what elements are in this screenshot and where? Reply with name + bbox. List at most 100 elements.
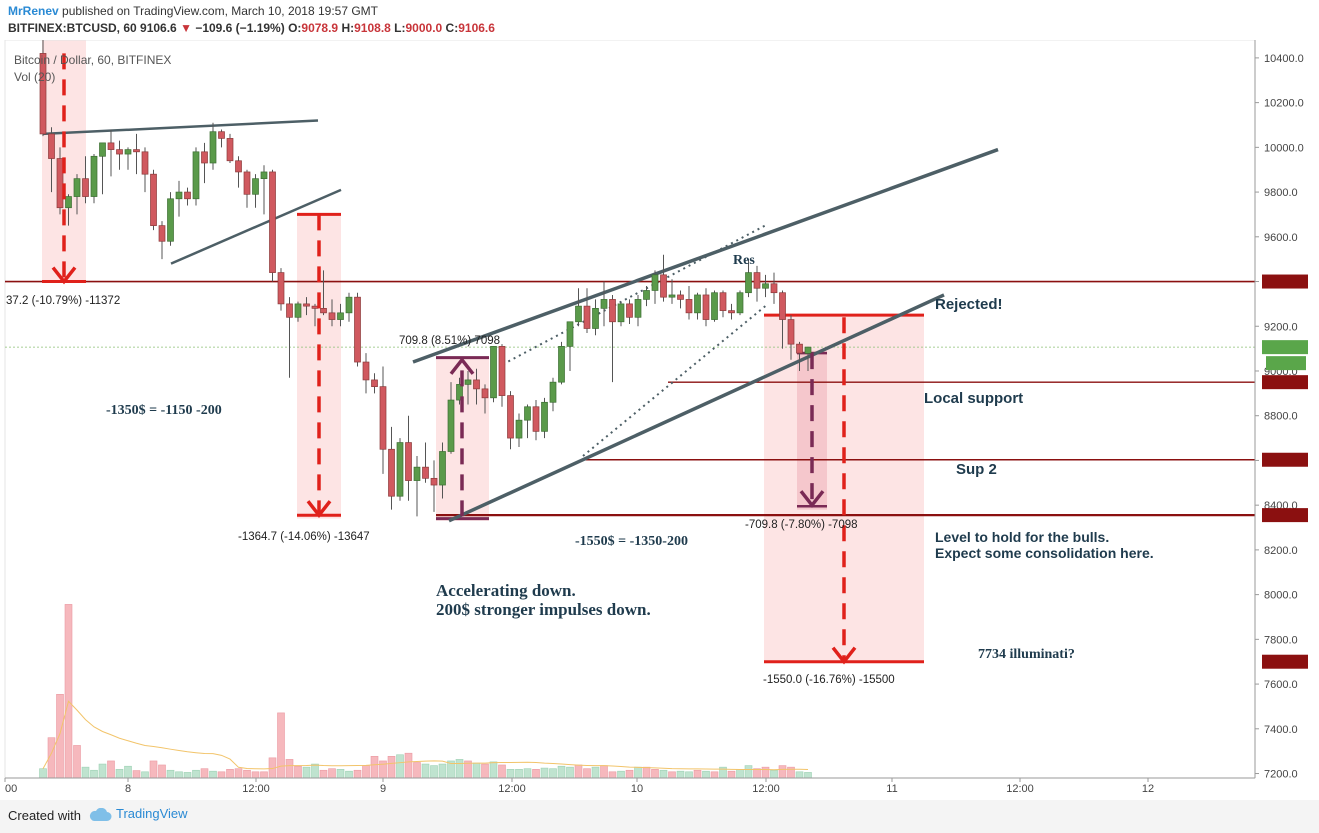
channel-upper-trendline [412,147,999,364]
low-label: L: [394,21,406,35]
candle-body [566,321,574,347]
dotted-upper-trendline [502,224,766,366]
volume-bar [73,745,81,779]
volume-bar [481,763,489,779]
volume-bar [362,765,370,779]
volume-bar [744,765,753,779]
candle-body [362,361,370,381]
volume-bar [64,604,73,779]
tradingview-logo[interactable]: TradingView [88,806,188,822]
volume-bar [141,771,149,779]
volume-bar [98,763,107,779]
volume-bar [523,768,532,779]
channel-lower-trendline [448,293,945,523]
equation-label-1: -1350$ = -1150 -200 [106,403,222,418]
volume-bar [345,770,353,779]
brand-name: TradingView [116,806,188,821]
publish-line: MrRenev published on TradingView.com, Ma… [8,4,378,18]
candle-body [345,296,353,314]
volume-title: Vol (20) [14,70,55,84]
candle-body [762,283,769,289]
candle-body [592,308,599,329]
x-tick-label: 12:00 [1006,783,1034,795]
candle-body [158,225,166,242]
candle-body [209,131,217,164]
candle-body [532,406,540,432]
candle-body [65,196,72,209]
volume-bar [736,769,744,779]
x-tick-label: 12:00 [752,783,780,795]
candle-body [354,296,361,363]
candle-body [660,274,667,298]
published-text: published on TradingView.com, March 10, … [62,4,378,18]
volume-ma-line [42,700,809,771]
candle-body [549,381,557,403]
candle-body [804,346,812,354]
candle-body [507,395,514,439]
volume-bar [659,769,668,779]
candle-body [515,419,523,439]
volume-bar [175,771,183,779]
volume-bar [617,770,625,779]
volume-bar [319,769,328,779]
candle-body [303,303,310,307]
volume-bar [600,765,608,779]
candle-body [337,312,344,320]
volume-bar [498,764,506,779]
candle-body [583,305,591,329]
volume-bar [710,771,719,779]
volume-bar [676,770,685,779]
x-tick-label: 10 [631,783,643,795]
y-tick-label: 7200.0 [1264,769,1298,781]
chart-header: MrRenev published on TradingView.com, Ma… [0,0,1319,40]
candle-body [226,138,234,162]
candle-body [294,303,302,318]
volume-bar [243,769,251,779]
volume-bar [183,772,192,779]
volume-bar [438,763,447,779]
volume-bar [540,767,549,779]
candle-body [82,178,89,197]
y-tick-label: 7400.0 [1264,724,1298,736]
candle-body [490,346,497,399]
price-badge-bg [1266,356,1306,371]
volume-bar [132,770,141,779]
sup2-label: Sup 2 [956,461,997,478]
price-chart[interactable]: Bitcoin / Dollar, 60, BITFINEX Vol (20) 37… [0,40,1319,800]
candle-body [711,292,718,320]
range-top-trendline [42,119,319,136]
y-tick-label: 9800.0 [1264,187,1298,199]
volume-bar [353,769,362,779]
high-value: 9108.8 [354,21,391,35]
symbol-name[interactable]: BITFINEX:BTCUSD, 60 [8,21,137,35]
volume-bar [608,771,617,779]
candle-body [456,384,463,401]
volume-bar [761,766,770,779]
candle-body [728,310,735,314]
candle-body [99,142,106,157]
candle-body [796,343,803,354]
candle-body [218,131,225,139]
author-link[interactable]: MrRenev [8,4,59,18]
candle-body [694,294,701,314]
price-badge-bg [1262,274,1308,289]
volume-bar [795,771,804,779]
candle-body [643,290,650,300]
candle-body [600,299,608,309]
volume-bar [234,768,243,779]
candle-body [685,299,693,314]
candle-body [90,155,98,197]
last-price: 9106.6 [140,21,177,35]
volume-bar [642,766,651,779]
candle-body [779,292,786,320]
illuminati-label: 7734 illuminati? [978,647,1075,662]
price-badge-bg [1262,508,1308,523]
measure-label-1: 37.2 (-10.79%) -11372 [6,295,120,307]
candle-body [430,477,438,486]
candle-body [753,272,761,289]
candle-body [260,171,268,180]
hold-label-1: Level to hold for the bulls. [935,529,1109,545]
candle-body [770,283,778,294]
candle-body [235,160,242,173]
x-tick-label: 9 [380,783,386,795]
